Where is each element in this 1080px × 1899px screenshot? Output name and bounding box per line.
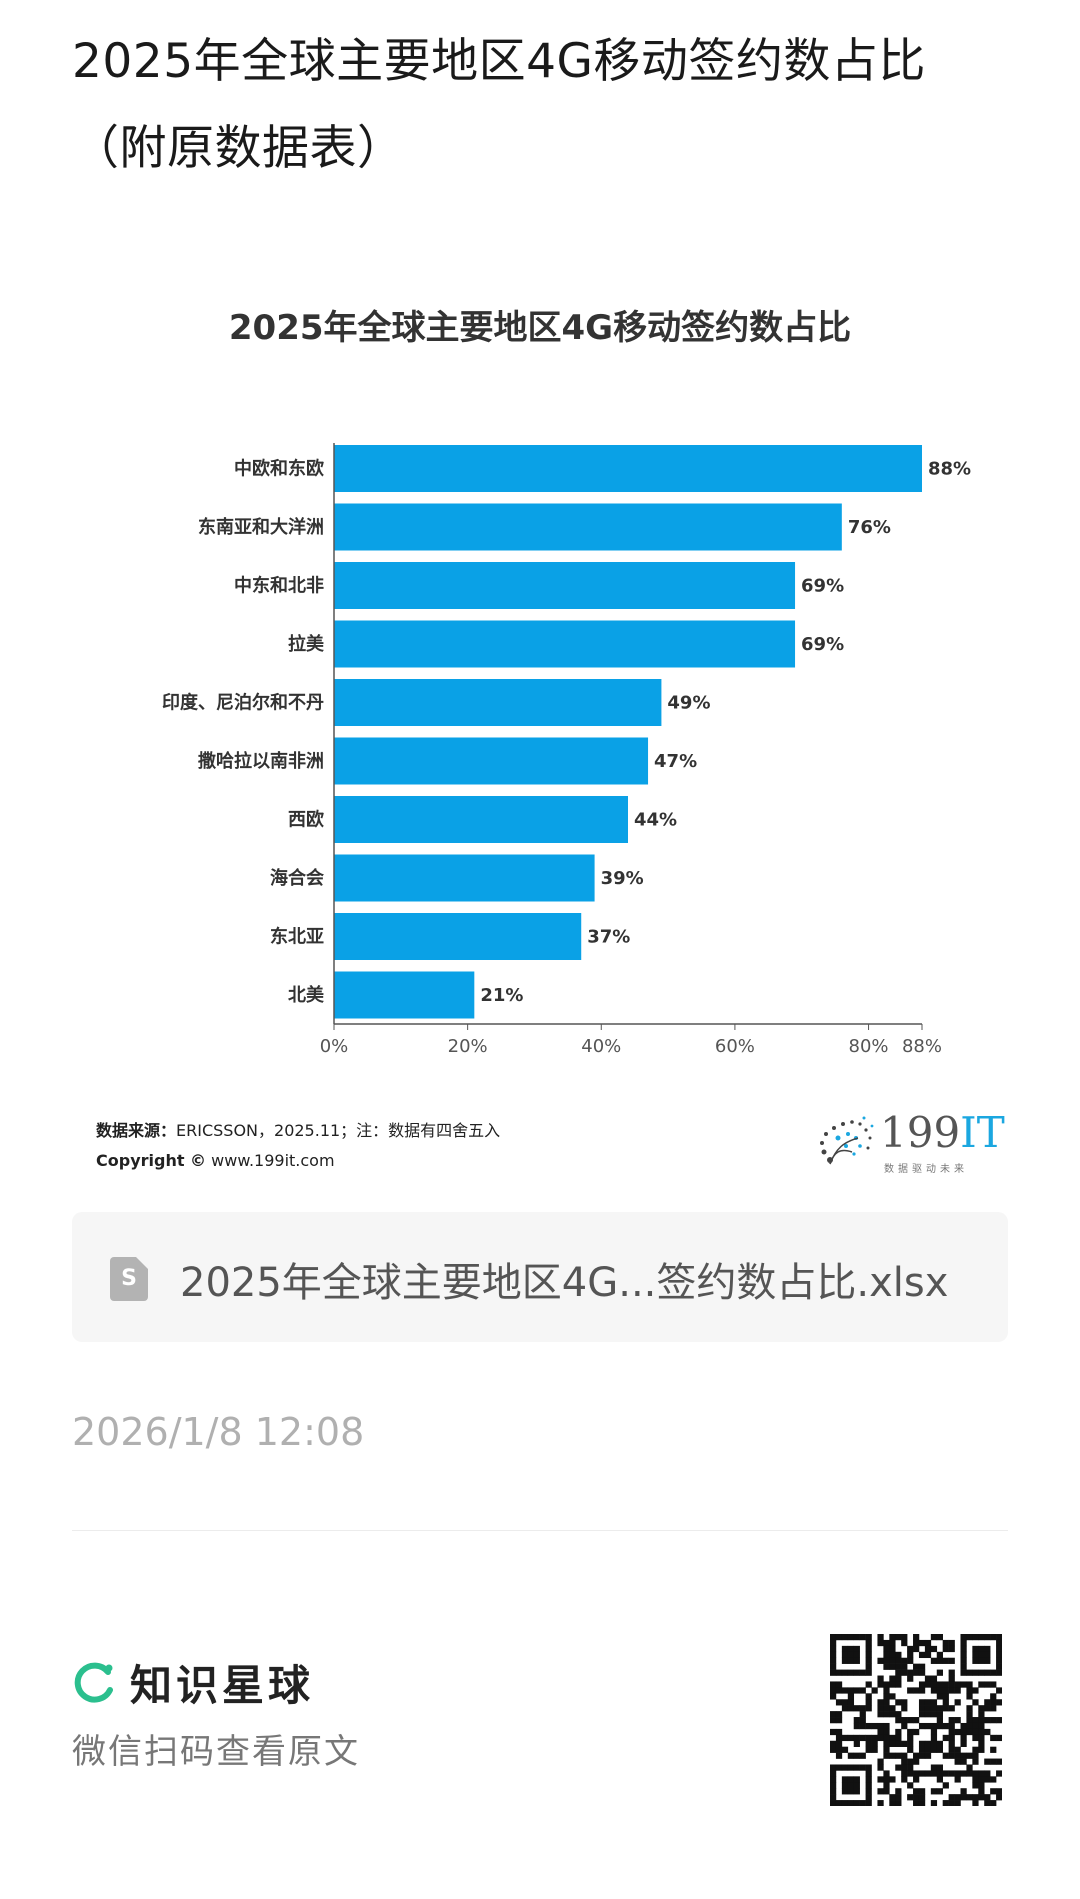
post-timestamp: 2026/1/8 12:08 xyxy=(72,1410,365,1454)
scan-hint: 微信扫码查看原文 xyxy=(72,1732,360,1772)
page-title-line2: （附原数据表） xyxy=(72,121,405,176)
category-label: 拉美 xyxy=(288,633,324,655)
source-text: ERICSSON，2025.11；注：数据有四舍五入 xyxy=(176,1121,501,1140)
x-tick-label: 88% xyxy=(902,1036,942,1057)
bar xyxy=(334,679,662,726)
divider xyxy=(72,1530,1008,1531)
data-label: 76% xyxy=(848,517,891,538)
199it-logo-icon xyxy=(820,1116,874,1165)
category-label: 撒哈拉以南非洲 xyxy=(198,750,324,772)
199it-logo-text: 199IT xyxy=(880,1108,1005,1157)
data-label: 88% xyxy=(928,459,971,480)
bar xyxy=(334,971,475,1019)
page-title: 2025年全球主要地区4G移动签约数占比 （附原数据表） xyxy=(72,18,1032,192)
category-label: 东南亚和大洋洲 xyxy=(198,516,324,538)
spreadsheet-file-icon: S xyxy=(110,1257,148,1301)
category-label: 中东和北非 xyxy=(234,575,324,597)
data-label: 49% xyxy=(667,693,710,714)
data-label: 47% xyxy=(654,751,697,772)
data-label: 44% xyxy=(634,810,677,831)
qr-code-icon[interactable] xyxy=(830,1634,1002,1806)
zsxq-logo-icon xyxy=(74,1662,113,1703)
source-label: 数据来源： xyxy=(96,1121,177,1140)
x-tick-label: 40% xyxy=(581,1036,621,1057)
bar xyxy=(334,796,628,843)
copyright-label: Copyright © xyxy=(96,1151,207,1170)
category-label: 海合会 xyxy=(270,867,324,889)
bar xyxy=(334,854,595,902)
brand-name: 知识星球 xyxy=(130,1661,315,1710)
bar xyxy=(334,445,922,492)
data-label: 21% xyxy=(480,985,523,1006)
bar-chart: 中欧和东欧 88% 东南亚和大洋洲 76% 中东和北非 69% 拉美 69% 印度、尼泊尔和不丹… xyxy=(162,443,971,1057)
data-label: 39% xyxy=(601,868,644,889)
199it-logo-subtitle: 数据驱动未来 xyxy=(884,1164,968,1175)
bar xyxy=(334,620,796,668)
data-source: 数据来源：ERICSSON，2025.11；注：数据有四舍五入 Copyrigh… xyxy=(96,1116,500,1176)
file-attachment-card[interactable]: S 2025年全球主要地区4G...签约数占比.xlsx xyxy=(72,1212,1008,1342)
category-label: 中欧和东欧 xyxy=(234,458,324,480)
page-title-line1: 2025年全球主要地区4G移动签约数占比 xyxy=(72,34,926,89)
x-tick-label: 20% xyxy=(448,1036,488,1057)
category-label: 东北亚 xyxy=(270,926,324,948)
category-label: 印度、尼泊尔和不丹 xyxy=(162,692,324,714)
chart-title: 2025年全球主要地区4G移动签约数占比 xyxy=(228,308,852,348)
bar xyxy=(334,562,796,609)
x-tick-label: 80% xyxy=(849,1036,889,1057)
data-label: 37% xyxy=(587,927,630,948)
bar xyxy=(334,737,649,785)
file-name: 2025年全球主要地区4G...签约数占比.xlsx xyxy=(180,1260,949,1306)
data-label: 69% xyxy=(801,634,844,655)
category-label: 西欧 xyxy=(288,809,324,831)
bar xyxy=(334,503,842,551)
x-tick-label: 0% xyxy=(320,1036,349,1057)
data-label: 69% xyxy=(801,576,844,597)
category-label: 北美 xyxy=(288,984,324,1006)
copyright-site: www.199it.com xyxy=(211,1151,335,1170)
bar xyxy=(334,913,582,960)
x-tick-label: 60% xyxy=(715,1036,755,1057)
